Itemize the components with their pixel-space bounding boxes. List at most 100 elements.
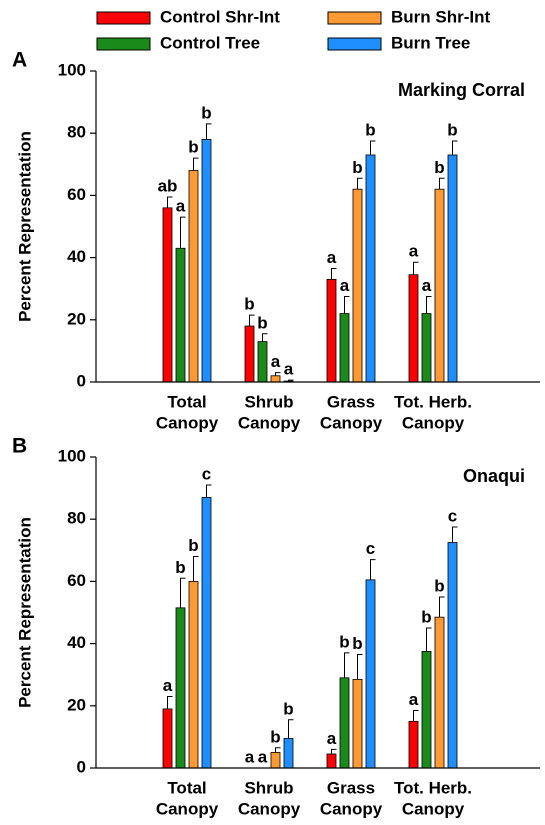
significance-letter: b — [447, 120, 457, 139]
significance-letter: a — [284, 360, 294, 379]
subtitle: Onaqui — [463, 466, 525, 486]
bar — [201, 139, 212, 383]
error-bar — [370, 140, 376, 155]
bar — [352, 188, 363, 383]
error-bar — [344, 295, 350, 314]
error-bar — [275, 372, 281, 376]
significance-letter: c — [448, 506, 457, 525]
x-tick-label: Canopy — [156, 413, 219, 432]
significance-letter: c — [366, 539, 375, 558]
y-tick-label: 100 — [58, 446, 86, 465]
subtitle: Marking Corral — [398, 80, 525, 100]
y-axis-label: Percent Representation — [15, 131, 34, 322]
y-tick-label: 0 — [77, 371, 86, 390]
error-bar — [344, 652, 350, 678]
y-tick-label: 20 — [67, 695, 86, 714]
x-tick-label: Tot. Herb. — [394, 778, 472, 797]
y-tick-label: 80 — [67, 509, 86, 528]
error-bar — [426, 627, 432, 652]
x-tick-label: Canopy — [320, 799, 383, 818]
significance-letter: a — [409, 242, 419, 261]
significance-letter: a — [163, 676, 173, 695]
significance-letter: a — [258, 747, 268, 766]
significance-letter: a — [340, 276, 350, 295]
significance-letter: b — [339, 632, 349, 651]
error-bar — [452, 526, 458, 543]
bar — [188, 170, 199, 383]
significance-letter: a — [176, 197, 186, 216]
error-bar — [193, 157, 199, 171]
error-bar — [206, 123, 212, 140]
error-bar — [357, 653, 363, 680]
y-axis-label: Percent Representation — [15, 517, 34, 708]
x-tick-label: Canopy — [402, 413, 465, 432]
significance-letter: b — [188, 536, 198, 555]
bar — [365, 154, 376, 383]
error-bar — [426, 295, 432, 314]
significance-letter: b — [352, 634, 362, 653]
error-bar — [167, 695, 173, 709]
y-tick-label: 60 — [67, 185, 86, 204]
bar — [365, 579, 376, 769]
error-bar — [439, 177, 445, 190]
x-tick-label: Grass — [327, 778, 375, 797]
error-bar — [249, 314, 255, 327]
significance-letter: b — [434, 576, 444, 595]
significance-letter: b — [365, 120, 375, 139]
significance-letter: a — [409, 690, 419, 709]
significance-letter: a — [327, 729, 337, 748]
y-tick-label: 20 — [67, 309, 86, 328]
error-bar — [439, 596, 445, 618]
y-tick-label: 40 — [67, 247, 86, 266]
x-tick-label: Total — [167, 778, 206, 797]
bar — [244, 325, 255, 383]
error-bar — [413, 709, 419, 722]
bar — [270, 375, 281, 383]
error-bar — [413, 261, 419, 275]
bar — [201, 497, 212, 769]
x-tick-label: Canopy — [238, 799, 301, 818]
bar — [175, 607, 186, 769]
bar — [339, 313, 350, 383]
legend-label: Control Shr-Int — [160, 7, 280, 26]
error-bar — [262, 333, 268, 342]
y-tick-label: 100 — [58, 60, 86, 79]
x-tick-label: Shrub — [244, 778, 293, 797]
error-bar — [180, 577, 186, 608]
significance-letter: b — [270, 727, 280, 746]
significance-letter: a — [271, 352, 281, 371]
x-tick-label: Tot. Herb. — [394, 392, 472, 411]
bar — [421, 650, 432, 769]
significance-letter: b — [434, 158, 444, 177]
significance-letter: b — [352, 158, 362, 177]
x-tick-label: Canopy — [320, 413, 383, 432]
bar — [175, 247, 186, 383]
bar — [162, 207, 173, 383]
significance-letter: b — [244, 295, 254, 314]
bar — [162, 708, 173, 769]
significance-letter: b — [283, 699, 293, 718]
error-bar — [331, 267, 337, 280]
legend-swatch — [96, 11, 151, 25]
y-tick-label: 80 — [67, 123, 86, 142]
x-tick-label: Grass — [327, 392, 375, 411]
bar — [434, 188, 445, 383]
x-tick-label: Total — [167, 392, 206, 411]
error-bar — [357, 177, 363, 190]
bar — [270, 752, 281, 769]
significance-letter: b — [201, 103, 211, 122]
error-bar — [288, 719, 294, 739]
error-bar — [288, 379, 294, 382]
significance-letter: a — [327, 248, 337, 267]
panel-label: A — [12, 49, 27, 72]
bar — [339, 677, 350, 769]
x-tick-label: Shrub — [244, 392, 293, 411]
bar — [447, 154, 458, 383]
legend-label: Burn Tree — [391, 33, 470, 52]
error-bar — [167, 196, 173, 208]
legend-swatch — [327, 11, 382, 25]
panel-label: B — [12, 435, 27, 458]
bar — [447, 542, 458, 769]
error-bar — [452, 140, 458, 155]
